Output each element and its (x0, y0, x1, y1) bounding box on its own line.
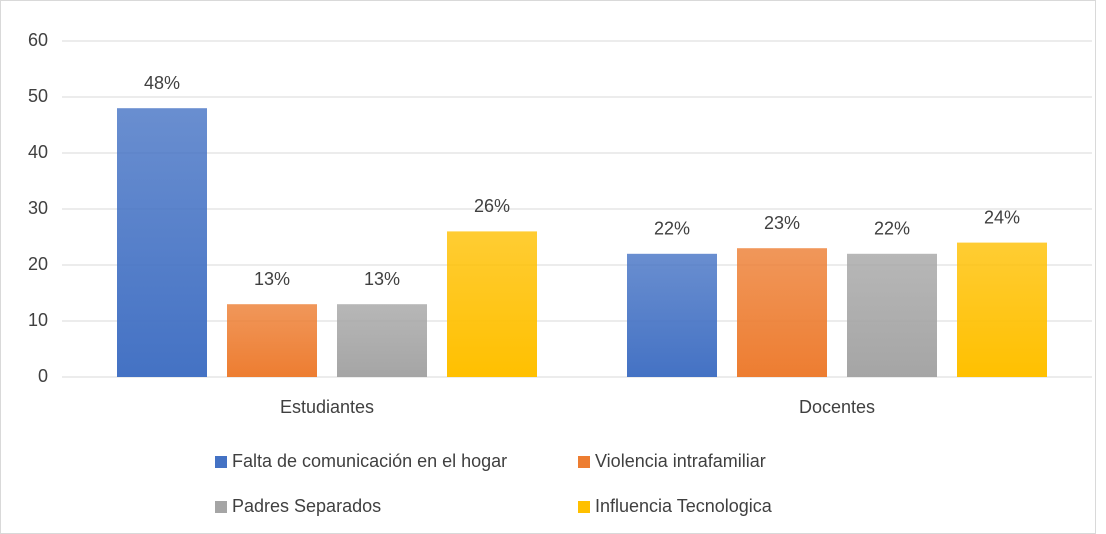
data-label: 23% (764, 213, 800, 233)
bar (737, 248, 827, 377)
y-tick-label: 60 (28, 30, 48, 50)
bar (117, 108, 207, 377)
data-label: 24% (984, 207, 1020, 227)
bar (447, 231, 537, 377)
legend-label: Influencia Tecnologica (595, 496, 773, 516)
y-tick-label: 50 (28, 86, 48, 106)
y-tick-label: 40 (28, 142, 48, 162)
legend-label: Falta de comunicación en el hogar (232, 451, 507, 471)
legend-label: Padres Separados (232, 496, 381, 516)
bar (337, 304, 427, 377)
legend-swatch (578, 456, 590, 468)
x-tick-label: Docentes (799, 397, 875, 417)
y-tick-label: 20 (28, 254, 48, 274)
bar (227, 304, 317, 377)
legend-label: Violencia intrafamiliar (595, 451, 766, 471)
y-tick-label: 30 (28, 198, 48, 218)
bar (627, 253, 717, 377)
legend-swatch (578, 501, 590, 513)
bar (847, 253, 937, 377)
data-label: 13% (254, 269, 290, 289)
data-label: 13% (364, 269, 400, 289)
legend-swatch (215, 456, 227, 468)
data-label: 48% (144, 73, 180, 93)
x-tick-label: Estudiantes (280, 397, 374, 417)
y-tick-label: 10 (28, 310, 48, 330)
data-label: 26% (474, 196, 510, 216)
bar (957, 242, 1047, 377)
y-tick-label: 0 (38, 366, 48, 386)
data-label: 22% (654, 219, 690, 239)
data-label: 22% (874, 219, 910, 239)
legend-swatch (215, 501, 227, 513)
